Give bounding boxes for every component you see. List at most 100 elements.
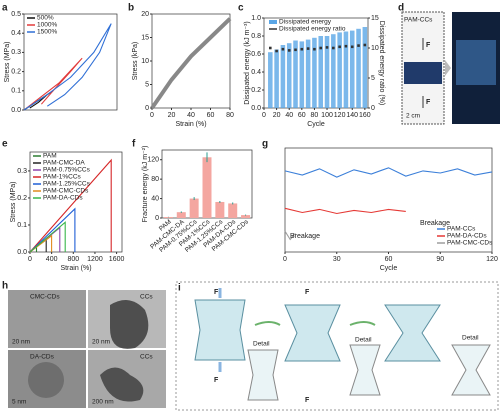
panel-label: d <box>398 3 404 14</box>
x-tick-label: 140 <box>346 112 358 119</box>
line <box>29 221 66 253</box>
force: F <box>214 289 219 296</box>
label: CCs <box>140 294 153 301</box>
photo-d <box>401 11 500 125</box>
scale-bar: 5 nm <box>12 399 26 406</box>
y-tick-label: 0.2 <box>251 87 261 94</box>
panel-label: a <box>2 3 8 14</box>
bar <box>274 49 279 108</box>
y2-tick-label: 10 <box>371 45 379 52</box>
point <box>332 46 335 50</box>
line <box>284 230 296 241</box>
panel-label: g <box>262 139 268 150</box>
y-tick-label: 0.4 <box>251 69 261 76</box>
y-axis-label: Dissipated energy (kJ m⁻³) <box>244 21 251 104</box>
y-tick-label: 0.6 <box>251 51 261 58</box>
bar <box>215 201 225 218</box>
x-tick-label: 100 <box>321 112 333 119</box>
point <box>269 46 272 50</box>
x-tick-label: 120 <box>334 112 346 119</box>
y-axis-label: Stress (kPa) <box>132 42 139 81</box>
y-tick-label: 0.1 <box>17 222 27 229</box>
x-axis-label: Strain (%) <box>175 121 206 128</box>
line <box>23 23 112 111</box>
panel-label: b <box>128 3 134 14</box>
x-tick-label: 1600 <box>109 256 125 263</box>
annotation: Breakage <box>420 220 450 227</box>
point <box>338 45 341 49</box>
x-axis-label: Cycle <box>380 265 398 272</box>
y-tick-label: 0 <box>145 105 149 112</box>
plot-frame <box>23 13 118 111</box>
point <box>319 46 323 50</box>
y-tick-label: 0.0 <box>251 105 261 112</box>
legend-label: PAM-CCs <box>447 226 476 233</box>
y-tick-label: 40 <box>151 195 159 202</box>
x-tick-label: 60 <box>298 112 306 119</box>
x-tick-label: 60 <box>385 256 393 263</box>
bar <box>241 215 251 218</box>
bar <box>337 32 342 108</box>
label: PAM-CCs <box>404 17 433 24</box>
plot-frame <box>29 151 123 253</box>
force: F <box>305 289 310 296</box>
y-tick-label: 120 <box>147 157 159 164</box>
scale-bar: 2 cm <box>406 113 420 120</box>
bar <box>343 31 349 108</box>
x-tick-label: 80 <box>311 112 319 119</box>
bar <box>280 45 286 108</box>
label: CCs <box>140 354 153 361</box>
bar <box>228 203 238 218</box>
y-tick-label: 0.0 <box>11 107 21 114</box>
bar <box>286 43 292 109</box>
x-tick-label: 0 <box>150 112 154 119</box>
bar <box>202 157 212 218</box>
force: F <box>214 377 219 384</box>
y-tick-label: 5 <box>145 81 149 88</box>
x-tick-label: 0 <box>28 256 32 263</box>
y-axis-label: Stress (MPa) <box>10 182 17 223</box>
legend-label: PAM-DA-CDs <box>43 195 83 202</box>
x-tick-label: 80 <box>226 112 234 119</box>
panel-label: c <box>238 3 244 14</box>
y-tick-label: 0.2 <box>17 195 27 202</box>
x-tick-label: 800 <box>67 256 79 263</box>
bar <box>349 30 355 109</box>
label: CMC-CDs <box>30 294 60 301</box>
legend-label: 1000% <box>37 22 57 29</box>
legend-label: PAM-CMC-CDs <box>43 188 89 195</box>
micrographs <box>8 290 166 408</box>
x-axis-label: Cycle <box>307 121 325 128</box>
point <box>294 48 297 52</box>
point <box>287 49 291 52</box>
bar <box>176 212 186 218</box>
legend-label: 1500% <box>37 29 57 36</box>
x-tick-label: 0 <box>283 256 287 263</box>
scale-bar: 20 nm <box>12 339 30 346</box>
point <box>325 46 329 49</box>
line <box>29 158 112 253</box>
label: Detail <box>355 337 372 344</box>
x-tick-label: 160 <box>359 112 371 119</box>
y-tick-label: 15 <box>141 34 149 41</box>
y-tick-label: 20 <box>141 11 149 18</box>
x-tick-label: 0 <box>262 112 266 119</box>
panel-label: e <box>2 139 8 150</box>
y2-axis-label: Dissipated energy ratio (%) <box>378 21 385 105</box>
line <box>284 167 493 178</box>
panel-label: h <box>2 281 8 292</box>
bar <box>356 28 361 108</box>
x-tick-label: 120 <box>486 256 498 263</box>
scale-bar: 20 nm <box>92 339 110 346</box>
x-tick-label: 40 <box>285 112 293 119</box>
point <box>357 44 360 47</box>
bar <box>299 41 305 108</box>
x-tick-label: 400 <box>46 256 58 263</box>
x-tick-label: 20 <box>273 112 281 119</box>
label: F <box>426 99 431 106</box>
y-tick-label: 0.0 <box>17 249 27 256</box>
y2-tick-label: 5 <box>371 75 375 82</box>
legend-label: Dissipated energy <box>279 19 332 26</box>
point <box>363 43 367 47</box>
